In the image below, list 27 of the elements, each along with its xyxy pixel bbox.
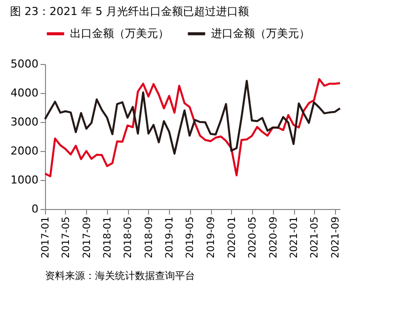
x-tick-label: 2017-01: [40, 216, 52, 258]
y-tick-label: 5000: [10, 58, 38, 70]
y-tick-label: 0: [32, 202, 38, 216]
y-tick-label: 2000: [10, 144, 38, 158]
y-tick-label: 1000: [10, 174, 38, 186]
y-tick-label: 3000: [10, 116, 38, 128]
x-tick-label: 2021-09: [330, 216, 342, 258]
chart-title: 图 23：2021 年 5 月光纤出口金额已超过进口额: [10, 5, 249, 18]
line-series: [44, 80, 341, 155]
x-tick-label: 2017-05: [60, 216, 72, 258]
x-tick-label: 2020-09: [268, 216, 280, 258]
x-tick-label: 2021-05: [309, 216, 320, 258]
x-tick-label: 2018-01: [102, 216, 114, 258]
legend-label: 进口金额（万美元）: [211, 26, 310, 40]
x-tick-label: 2021-01: [289, 216, 300, 258]
legend-label: 出口金额（万美元）: [70, 26, 169, 40]
y-tick-label: 4000: [10, 86, 38, 100]
x-tick-label: 2018-05: [123, 216, 134, 258]
x-tick-label: 2019-09: [206, 216, 218, 258]
x-tick-label: 2020-01: [226, 216, 238, 258]
x-tick-label: 2019-05: [185, 216, 196, 258]
x-tick-label: 2019-01: [164, 216, 176, 258]
text: 资料来源：海关统计数据查询平台: [45, 270, 195, 282]
x-tick-label: 2018-09: [144, 216, 155, 258]
line-series: [44, 78, 341, 178]
x-tick-label: 2017-09: [82, 216, 93, 258]
x-tick-label: 2020-05: [247, 216, 258, 258]
